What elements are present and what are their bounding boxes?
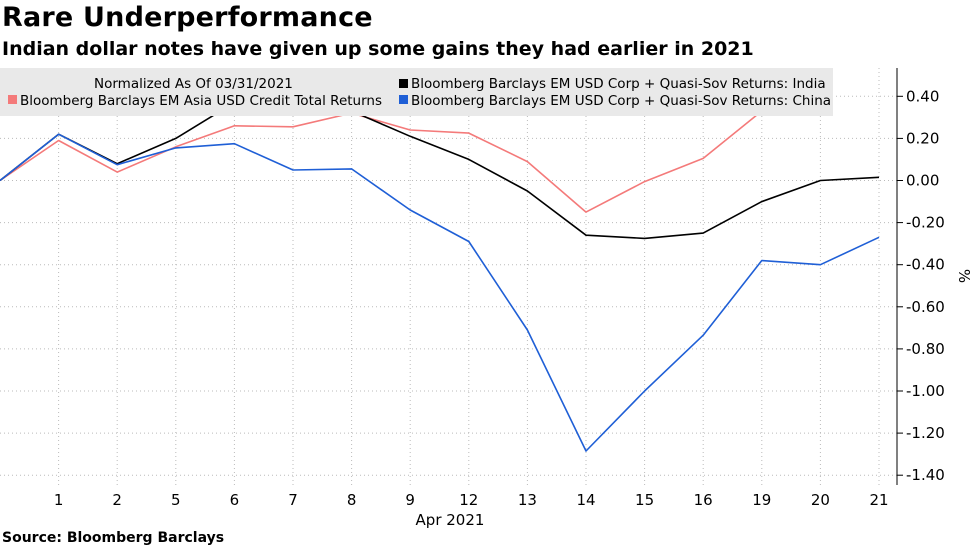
x-tick-label: 19 xyxy=(752,491,771,509)
x-tick-label: 13 xyxy=(518,491,537,509)
legend-label-asia: Bloomberg Barclays EM Asia USD Credit To… xyxy=(20,93,382,109)
y-tick-label: -1.00 xyxy=(906,382,945,400)
y-tick-label: -0.80 xyxy=(906,340,945,358)
y-axis-ticks: 0.40 0.20 0.00 -0.20 -0.40 -0.60 -0.80 -1.00 -1.… xyxy=(897,87,945,484)
legend-label-india: Bloomberg Barclays EM USD Corp + Quasi-S… xyxy=(411,76,826,92)
y-tick-label: -1.40 xyxy=(906,466,945,484)
source-note: Source: Bloomberg Barclays xyxy=(2,530,225,546)
x-tick-label: 1 xyxy=(54,491,64,509)
chart-subtitle: Indian dollar notes have given up some g… xyxy=(2,38,754,60)
x-tick-label: 21 xyxy=(869,491,888,509)
x-tick-label: 12 xyxy=(459,491,478,509)
series-line-india xyxy=(0,101,880,240)
legend-label-china: Bloomberg Barclays EM USD Corp + Quasi-S… xyxy=(411,93,831,109)
y-tick-label: 0.20 xyxy=(906,129,939,147)
x-tick-label: 16 xyxy=(694,491,713,509)
x-axis-label: Apr 2021 xyxy=(416,511,485,529)
y-tick-label: 0.00 xyxy=(906,172,939,190)
series-line-china xyxy=(0,133,880,452)
x-tick-label: 5 xyxy=(171,491,181,509)
x-tick-label: 14 xyxy=(576,491,595,509)
y-tick-label: 0.40 xyxy=(906,87,939,105)
y-tick-label: -1.20 xyxy=(906,424,945,442)
legend: Normalized As Of 03/31/2021 Bloomberg Ba… xyxy=(0,68,833,116)
x-tick-label: 20 xyxy=(811,491,830,509)
legend-header: Normalized As Of 03/31/2021 xyxy=(94,76,293,92)
x-tick-label: 7 xyxy=(288,491,298,509)
legend-background xyxy=(0,68,833,116)
x-axis-ticks: 1 2 5 6 7 8 9 12 13 14 15 16 19 20 21 xyxy=(54,491,889,509)
x-tick-label: 6 xyxy=(230,491,240,509)
series-lines xyxy=(0,101,880,452)
y-tick-label: -0.20 xyxy=(906,214,945,232)
y-tick-label: -0.40 xyxy=(906,256,945,274)
x-tick-label: 8 xyxy=(347,491,357,509)
gridlines xyxy=(0,68,897,485)
legend-swatch-china xyxy=(399,95,408,104)
series-line-asia-credit xyxy=(0,102,821,213)
legend-swatch-asia xyxy=(8,95,17,104)
chart-title: Rare Underperformance xyxy=(2,2,373,33)
y-axis-label: % xyxy=(955,269,973,283)
y-tick-label: -0.60 xyxy=(906,298,945,316)
x-tick-label: 2 xyxy=(112,491,122,509)
x-tick-label: 15 xyxy=(635,491,654,509)
x-tick-label: 9 xyxy=(405,491,415,509)
legend-swatch-india xyxy=(399,79,408,88)
